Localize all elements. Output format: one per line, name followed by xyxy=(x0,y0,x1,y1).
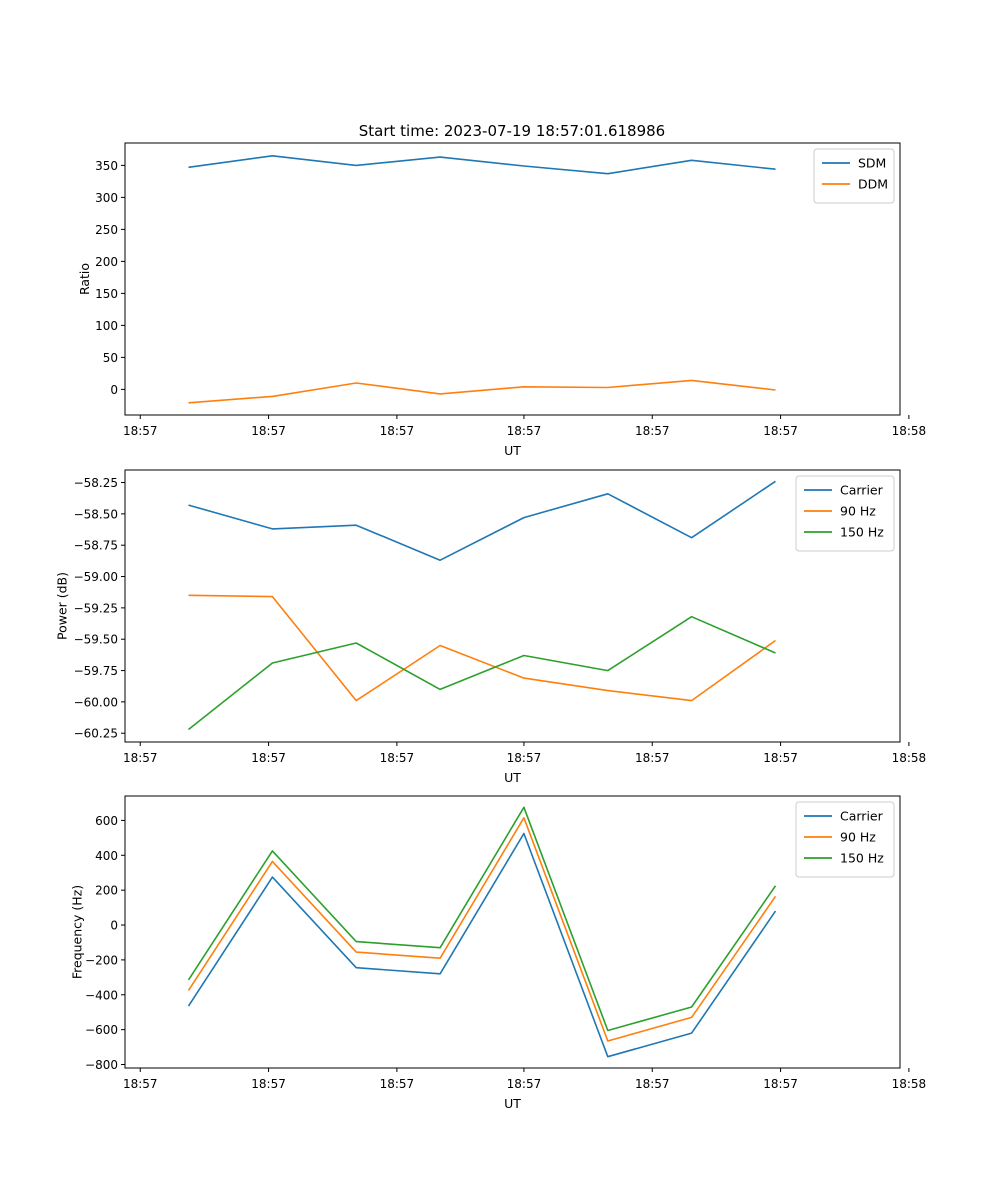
series-line-90-hz xyxy=(188,594,776,702)
y-tick-label: −58.50 xyxy=(74,507,118,521)
x-tick-label: 18:58 xyxy=(892,424,927,438)
x-tick-label: 18:57 xyxy=(380,751,415,765)
x-tick-label: 18:57 xyxy=(763,1077,798,1091)
series-line-ddm xyxy=(188,379,776,404)
y-tick-label: −59.50 xyxy=(74,633,118,647)
series-line-90-hz xyxy=(187,816,777,1042)
series-line-carrier xyxy=(187,832,777,1058)
y-tick-label: −600 xyxy=(85,1023,118,1037)
x-tick-label: 18:57 xyxy=(635,751,670,765)
legend-label-150-hz: 150 Hz xyxy=(840,851,884,866)
y-tick-label: 400 xyxy=(95,849,118,863)
legend: Carrier 90 Hz 150 Hz xyxy=(795,801,895,878)
y-tick-label: 100 xyxy=(95,319,118,333)
y-tick-label: −400 xyxy=(85,988,118,1002)
x-tick-label: 18:57 xyxy=(123,424,158,438)
y-axis-label: Ratio xyxy=(77,263,92,295)
legend-label-90-hz: 90 Hz xyxy=(840,830,876,845)
x-tick-label: 18:57 xyxy=(251,424,286,438)
x-axis-label: UT xyxy=(504,443,521,458)
y-tick-label: −59.25 xyxy=(74,601,118,615)
y-tick-label: 600 xyxy=(95,814,118,828)
legend-label-carrier: Carrier xyxy=(840,809,884,824)
y-tick-label: 0 xyxy=(110,383,118,397)
x-tick-label: 18:57 xyxy=(380,1077,415,1091)
x-tick-label: 18:57 xyxy=(251,751,286,765)
y-axis-label: Power (dB) xyxy=(55,572,70,640)
x-tick-label: 18:58 xyxy=(892,751,927,765)
x-tick-label: 18:57 xyxy=(123,1077,158,1091)
x-tick-label: 18:57 xyxy=(123,751,158,765)
y-tick-label: −60.00 xyxy=(74,695,118,709)
x-tick-label: 18:57 xyxy=(763,751,798,765)
y-tick-label: 250 xyxy=(95,223,118,237)
chart-panel-3: 18:57 18:57 18:57 18:57 18:57 18:57 18:58 −800 −… xyxy=(69,795,927,1111)
y-tick-label: 50 xyxy=(103,351,118,365)
y-tick-label: 200 xyxy=(95,255,118,269)
x-tick-label: 18:57 xyxy=(507,424,542,438)
chart-panel-2: 18:57 18:57 18:57 18:57 18:57 18:57 18:58 −60.2… xyxy=(55,469,927,785)
series-line-sdm xyxy=(188,155,776,175)
figure-title: Start time: 2023-07-19 18:57:01.618986 xyxy=(359,122,665,140)
x-axis-label: UT xyxy=(504,770,521,785)
y-tick-label: −59.75 xyxy=(74,664,118,678)
legend: Carrier 90 Hz 150 Hz xyxy=(795,475,895,552)
legend-label-ddm: DDM xyxy=(858,177,888,192)
x-tick-label: 18:57 xyxy=(635,1077,670,1091)
y-tick-label: −60.25 xyxy=(74,727,118,741)
y-tick-label: 300 xyxy=(95,191,118,205)
y-tick-label: −59.00 xyxy=(74,570,118,584)
y-tick-label: −800 xyxy=(85,1058,118,1072)
series-line-carrier xyxy=(188,480,776,562)
x-tick-label: 18:57 xyxy=(507,1077,542,1091)
chart-panel-1: 18:57 18:57 18:57 18:57 18:57 18:57 18:58 0 50 10… xyxy=(77,142,927,458)
x-axis-label: UT xyxy=(504,1096,521,1111)
y-tick-label: 0 xyxy=(110,919,118,933)
y-tick-label: −58.25 xyxy=(74,476,118,490)
legend-label-150-hz: 150 Hz xyxy=(840,525,884,540)
series-line-150-hz xyxy=(188,615,776,731)
legend-label-carrier: Carrier xyxy=(840,483,884,498)
y-tick-label: 150 xyxy=(95,287,118,301)
x-tick-label: 18:57 xyxy=(251,1077,286,1091)
x-tick-label: 18:57 xyxy=(507,751,542,765)
axes-frame xyxy=(124,795,901,1069)
x-tick-label: 18:57 xyxy=(380,424,415,438)
x-tick-label: 18:57 xyxy=(763,424,798,438)
y-tick-label: 350 xyxy=(95,159,118,173)
axes-frame xyxy=(124,142,901,416)
x-tick-label: 18:58 xyxy=(892,1077,927,1091)
axes-frame xyxy=(124,469,901,743)
y-tick-label: −58.75 xyxy=(74,539,118,553)
y-axis-label: Frequency (Hz) xyxy=(69,885,84,979)
series-line-150-hz xyxy=(187,806,777,1032)
legend-label-sdm: SDM xyxy=(858,156,886,171)
y-tick-label: −200 xyxy=(85,953,118,967)
legend-label-90-hz: 90 Hz xyxy=(840,504,876,519)
legend: SDM DDM xyxy=(813,148,895,204)
x-tick-label: 18:57 xyxy=(635,424,670,438)
y-tick-label: 200 xyxy=(95,884,118,898)
